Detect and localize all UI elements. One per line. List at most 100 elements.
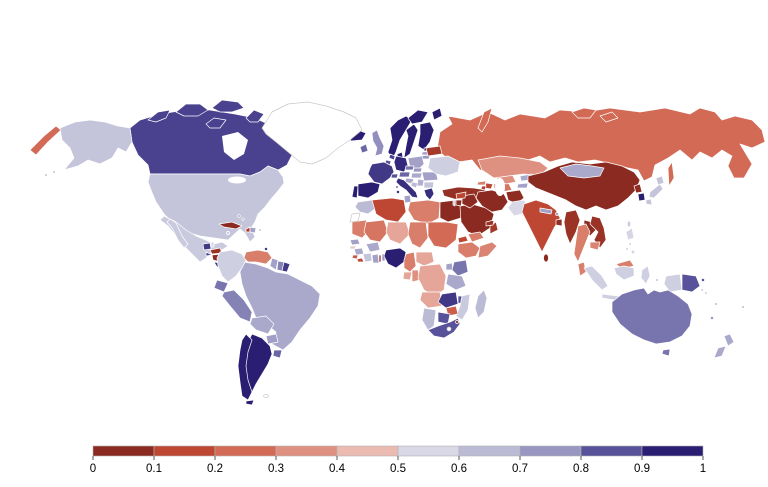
country-bolivia [249,315,275,335]
country-spain [357,181,381,199]
country-slovakia [412,167,423,173]
country-syria [455,191,467,200]
country-colombia [216,249,247,283]
country-myanmar [563,209,581,245]
country-paraguay [265,333,279,345]
legend-tick-label-3: 0.3 [268,463,284,475]
country-czechia [404,165,415,171]
country-israel [452,199,456,207]
country-brazil [239,261,321,351]
country-mongolia [559,163,605,179]
country-png [681,273,701,293]
country-usa-aleutians-1 [52,170,56,174]
legend-tick-label-10: 1 [700,463,706,475]
country-mexico-baja [166,218,189,249]
country-portugal [351,185,359,199]
country-niger [385,221,411,245]
country-eritrea [457,235,469,244]
country-vanuatu [714,302,718,306]
country-falkland-islands [263,394,269,398]
legend-tick-label-5: 0.5 [390,463,406,475]
water-layer [222,132,729,196]
country-netherlands [388,153,396,161]
country-austria [398,171,411,178]
country-chad [407,221,429,249]
country-norway [387,115,413,161]
legend-swatch-2 [214,445,277,457]
country-taiwan [626,220,632,228]
country-western-sahara [349,212,361,223]
country-fiji [741,305,745,309]
country-liberia [356,257,365,263]
country-cameroon [403,251,417,273]
no-data-layer [261,101,452,398]
country-nz-north [723,333,735,347]
legend-tick-label-2: 0.2 [207,463,223,475]
country-svalbard-1 [407,109,429,125]
country-philippines-3 [630,249,636,255]
country-sierra-leone [351,254,359,260]
country-ecuador [213,279,229,293]
country-ghana [371,253,380,264]
country-usa [147,165,285,243]
country-canada-arctic-3 [211,99,245,113]
country-canada-arctic-1 [147,109,171,123]
legend-swatch-9 [641,445,704,457]
country-armenia [480,185,487,191]
legend-swatch-7 [519,445,582,457]
country-french-guiana [281,261,291,273]
country-russia-arctic-isles [599,111,619,123]
country-solomon-1 [700,288,704,292]
country-car [415,251,435,267]
country-australia-tasmania [661,348,671,357]
country-lesotho [446,326,452,332]
country-gabon [402,271,413,281]
country-sweden [403,123,419,159]
country-dr-congo [417,263,447,297]
country-canada-arctic-5 [205,117,227,129]
country-kenya [451,259,469,277]
country-indonesia-maluku [655,278,659,282]
country-romania [421,171,439,182]
country-canada-arctic-2 [175,103,209,117]
country-uk [371,129,385,157]
legend-swatch-4 [336,445,399,457]
country-usa-alaska [59,119,133,171]
country-tajikistan [516,182,529,189]
country-eswatini [455,320,459,324]
country-bahamas-2 [241,217,245,221]
country-indonesia-sulawesi [640,265,651,285]
country-madagascar [474,289,488,319]
country-svalbard-2 [431,107,443,121]
country-guinea [353,247,365,256]
country-japan-honshu [648,183,664,199]
country-namibia [421,307,437,331]
country-finland [417,121,435,151]
country-south-korea [637,192,646,202]
country-zambia [437,291,459,309]
country-switzerland [390,173,399,179]
country-guyana [269,257,279,271]
country-new-caledonia [710,316,714,320]
country-philippines-2 [625,247,629,251]
country-bangladesh [555,218,563,227]
country-philippines-1 [628,242,632,246]
country-jordan [455,199,463,207]
country-trinidad [264,247,268,251]
country-guatemala [202,242,212,251]
country-sri-lanka [543,253,549,263]
country-png-new-britain [701,278,705,282]
country-greenland [261,101,363,165]
country-nz-south [713,345,727,359]
country-india [521,199,561,253]
country-bahamas-1 [237,214,241,218]
hudson-bay [222,132,248,160]
country-ivory-coast [362,252,373,263]
country-sudan [427,221,459,249]
sea-of-okhotsk [715,153,729,171]
country-ethiopia [457,241,481,259]
country-japan-kyushu [645,198,653,206]
caspian-sea [495,178,505,196]
